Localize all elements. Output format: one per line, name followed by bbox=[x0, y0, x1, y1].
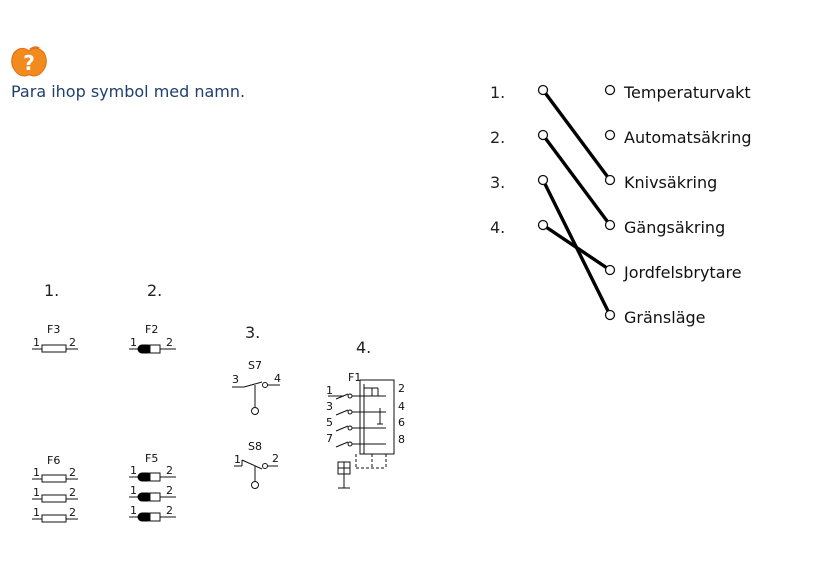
term-jordfelsbrytare[interactable]: Jordfelsbrytare bbox=[624, 263, 742, 282]
svg-text:3: 3 bbox=[232, 373, 239, 386]
right-dot-gangsakring[interactable] bbox=[604, 219, 616, 231]
svg-text:1: 1 bbox=[33, 336, 40, 349]
svg-text:S8: S8 bbox=[248, 440, 262, 453]
svg-text:2: 2 bbox=[69, 466, 76, 479]
left-dot-3[interactable] bbox=[537, 174, 549, 186]
left-dot-4[interactable] bbox=[537, 219, 549, 231]
match-number-2: 2. bbox=[490, 128, 506, 147]
right-dot-automatsakring[interactable] bbox=[604, 129, 616, 141]
svg-text:2: 2 bbox=[69, 506, 76, 519]
svg-text:2: 2 bbox=[69, 486, 76, 499]
symbol-number-2: 2. bbox=[147, 281, 163, 300]
svg-text:1: 1 bbox=[33, 486, 40, 499]
symbol-number-4: 4. bbox=[356, 338, 372, 357]
svg-text:1: 1 bbox=[130, 504, 137, 517]
svg-text:4: 4 bbox=[274, 372, 281, 385]
svg-text:2: 2 bbox=[272, 452, 279, 465]
help-apple-icon[interactable]: ? bbox=[10, 42, 48, 78]
term-gangsakring[interactable]: Gängsäkring bbox=[624, 218, 726, 237]
knife-fuse-symbol-f6: F6 1 2 1 2 1 2 bbox=[32, 454, 78, 523]
right-dot-knivsakring[interactable] bbox=[604, 174, 616, 186]
match-number-4: 4. bbox=[490, 218, 506, 237]
connection-line-2 bbox=[541, 133, 612, 227]
term-granslage[interactable]: Gränsläge bbox=[624, 308, 706, 327]
svg-text:2: 2 bbox=[166, 336, 173, 349]
svg-text:1: 1 bbox=[130, 464, 137, 477]
svg-text:2: 2 bbox=[166, 484, 173, 497]
svg-text:F1: F1 bbox=[348, 371, 361, 384]
svg-text:S7: S7 bbox=[248, 359, 262, 372]
residual-current-device-symbol-f1: F1 1 2 3 4 5 6 7 8 bbox=[326, 371, 405, 489]
svg-text:8: 8 bbox=[398, 433, 405, 446]
right-dot-granslage[interactable] bbox=[604, 309, 616, 321]
symbol-number-3: 3. bbox=[245, 323, 261, 342]
svg-text:1: 1 bbox=[33, 466, 40, 479]
svg-text:6: 6 bbox=[398, 416, 405, 429]
limit-switch-symbol-s7: S7 3 4 bbox=[232, 359, 281, 415]
svg-text:F3: F3 bbox=[47, 323, 60, 336]
svg-text:2: 2 bbox=[166, 464, 173, 477]
symbol-number-1: 1. bbox=[44, 281, 60, 300]
instruction-text: Para ihop symbol med namn. bbox=[11, 82, 246, 101]
left-dot-2[interactable] bbox=[537, 129, 549, 141]
connection-line-3 bbox=[541, 178, 612, 317]
svg-text:1: 1 bbox=[33, 506, 40, 519]
svg-text:1: 1 bbox=[234, 453, 241, 466]
svg-text:F6: F6 bbox=[47, 454, 60, 467]
term-knivsakring[interactable]: Knivsäkring bbox=[624, 173, 718, 192]
svg-text:2: 2 bbox=[166, 504, 173, 517]
svg-text:5: 5 bbox=[326, 416, 333, 429]
screw-fuse-symbol-f2: F2 1 2 bbox=[129, 323, 176, 354]
svg-text:1: 1 bbox=[130, 336, 137, 349]
svg-text:?: ? bbox=[23, 51, 35, 75]
match-number-3: 3. bbox=[490, 173, 506, 192]
svg-text:7: 7 bbox=[326, 432, 333, 445]
term-temperaturvakt[interactable]: Temperaturvakt bbox=[624, 83, 751, 102]
limit-switch-symbol-s8: S8 1 2 bbox=[234, 440, 279, 489]
right-dot-jordfelsbrytare[interactable] bbox=[604, 264, 616, 276]
term-automatsakring[interactable]: Automatsäkring bbox=[624, 128, 752, 147]
svg-text:3: 3 bbox=[326, 400, 333, 413]
screw-fuse-symbol-f5: F5 1 2 1 2 1 2 bbox=[129, 452, 176, 522]
svg-text:2: 2 bbox=[69, 336, 76, 349]
svg-text:1: 1 bbox=[326, 384, 333, 397]
right-dot-temperaturvakt[interactable] bbox=[604, 84, 616, 96]
connection-line-1 bbox=[541, 88, 612, 182]
svg-text:2: 2 bbox=[398, 382, 405, 395]
svg-text:F5: F5 bbox=[145, 452, 158, 465]
knife-fuse-symbol-f3: F3 1 2 bbox=[32, 323, 78, 353]
svg-text:4: 4 bbox=[398, 400, 405, 413]
svg-text:1: 1 bbox=[130, 484, 137, 497]
left-dot-1[interactable] bbox=[537, 84, 549, 96]
connection-line-4 bbox=[541, 223, 612, 272]
match-number-1: 1. bbox=[490, 83, 506, 102]
svg-text:F2: F2 bbox=[145, 323, 158, 336]
